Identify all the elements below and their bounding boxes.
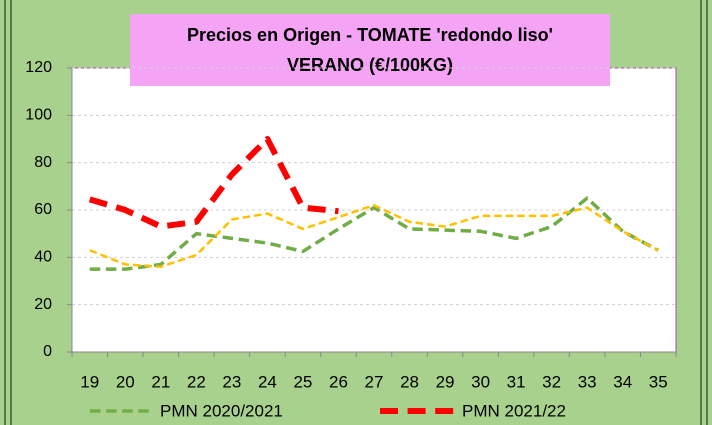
x-tick-label: 34 (613, 372, 632, 391)
x-tick-label: 21 (151, 372, 170, 391)
x-tick-label: 30 (471, 372, 490, 391)
x-tick-label: 23 (222, 372, 241, 391)
x-tick-label: 20 (116, 372, 135, 391)
x-tick-label: 28 (400, 372, 419, 391)
x-tick-label: 32 (542, 372, 561, 391)
chart-title: Precios en Origen - TOMATE 'redondo liso… (187, 25, 553, 45)
legend-label: PMN 2020/2021 (160, 401, 283, 420)
x-tick-label: 27 (365, 372, 384, 391)
x-tick-label: 33 (578, 372, 597, 391)
x-tick-label: 24 (258, 372, 277, 391)
chart-title: VERANO (€/100KG) (287, 55, 453, 75)
x-tick-label: 19 (80, 372, 99, 391)
x-tick-label: 26 (329, 372, 348, 391)
y-tick-label: 20 (34, 296, 52, 313)
series-line (89, 204, 659, 269)
x-tick-label: 29 (436, 372, 455, 391)
x-tick-label: 25 (293, 372, 312, 391)
y-tick-label: 0 (43, 343, 52, 360)
series-line (88, 136, 339, 230)
x-tick-label: 22 (187, 372, 206, 391)
y-tick-label: 60 (34, 201, 52, 218)
y-tick-label: 100 (25, 107, 52, 124)
title-box (130, 14, 610, 86)
y-tick-label: 80 (34, 154, 52, 171)
x-tick-label: 35 (649, 372, 668, 391)
y-tick-label: 120 (25, 59, 52, 76)
legend-label: PMN 2021/22 (462, 401, 566, 420)
series-line (89, 196, 660, 271)
x-tick-label: 31 (507, 372, 526, 391)
y-tick-label: 40 (34, 249, 52, 266)
